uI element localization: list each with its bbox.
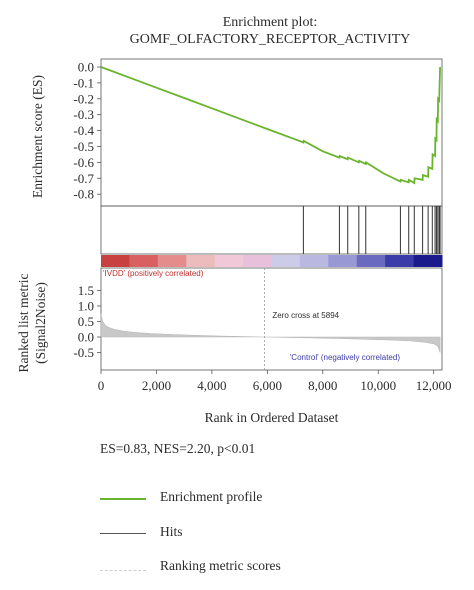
positive-correlation-label: 'IVDD' (positively correlated) bbox=[103, 269, 204, 278]
es-y-axis-label: Enrichment score (ES) bbox=[30, 75, 45, 198]
x-tick-label: 10,000 bbox=[360, 378, 396, 393]
es-panel-frame bbox=[100, 58, 443, 207]
x-tick-label: 4,000 bbox=[197, 378, 226, 393]
x-axis-label: Rank in Ordered Dataset bbox=[205, 410, 339, 425]
legend-swatch-enrichment bbox=[100, 498, 146, 500]
metric-y-tick-label: 1.0 bbox=[78, 299, 94, 314]
x-tick-label: 2,000 bbox=[142, 378, 171, 393]
es-panel: 0.0-0.1-0.2-0.3-0.4-0.5-0.6-0.7-0.8 Enric… bbox=[30, 58, 443, 207]
metric-panel: 1.51.00.50.0-0.5 Zero cross at 5894 'Contr… bbox=[16, 267, 443, 373]
metric-y-axis-label: Ranked list metric (Signal2Noise) bbox=[16, 274, 48, 373]
chart-subtitle: GOMF_OLFACTORY_RECEPTOR_ACTIVITY bbox=[129, 32, 411, 47]
metric-y-tick-label: 1.5 bbox=[78, 283, 94, 298]
legend-label-hits: Hits bbox=[160, 524, 183, 539]
ranking-bar-segment bbox=[328, 255, 358, 267]
legend-swatch-ranking bbox=[100, 570, 146, 571]
x-tick-label: 6,000 bbox=[253, 378, 282, 393]
ranking-bar-segment bbox=[299, 255, 329, 267]
hits-panel-frame bbox=[100, 205, 443, 255]
ranking-bar-segment bbox=[413, 255, 443, 267]
legend-swatch-hits bbox=[100, 533, 146, 534]
metric-y-tick-label: -0.5 bbox=[73, 345, 94, 360]
ranking-bar-segment bbox=[101, 255, 130, 267]
ranking-bar-segment bbox=[186, 255, 216, 267]
es-y-tick-label: -0.7 bbox=[73, 171, 94, 186]
negative-correlation-label: 'Control' (negatively correlated) bbox=[290, 353, 401, 362]
es-y-tick-label: -0.8 bbox=[73, 187, 94, 202]
es-enrichment-line bbox=[100, 66, 441, 185]
ranking-color-bar: 'IVDD' (positively correlated) bbox=[101, 255, 443, 278]
metric-area bbox=[100, 313, 441, 353]
chart-title: Enrichment plot: bbox=[222, 15, 318, 30]
hits-panel bbox=[100, 205, 443, 255]
es-y-tick-label: -0.5 bbox=[73, 139, 94, 154]
es-y-tick-label: 0.0 bbox=[78, 60, 94, 75]
es-y-tick-label: -0.4 bbox=[73, 123, 94, 138]
ranking-bar-segment bbox=[129, 255, 159, 267]
zero-cross-label: Zero cross at 5894 bbox=[272, 311, 339, 320]
ranking-bar-segment bbox=[271, 255, 301, 267]
es-y-tick-label: -0.2 bbox=[73, 91, 94, 106]
metric-y-tick-label: 0.5 bbox=[78, 314, 94, 329]
ranking-bar-segment bbox=[385, 255, 415, 267]
metric-y-tick-label: 0.0 bbox=[78, 330, 94, 345]
ranking-bar-segment bbox=[243, 255, 272, 267]
gsea-enrichment-plot: 0.0-0.1-0.2-0.3-0.4-0.5-0.6-0.7-0.8Enric… bbox=[16, 58, 452, 425]
x-tick-label: 0 bbox=[98, 378, 105, 393]
es-y-tick-label: -0.3 bbox=[73, 107, 94, 122]
ranking-bar-segment bbox=[157, 255, 187, 267]
ranking-bar-segment bbox=[356, 255, 386, 267]
x-tick-label: 8,000 bbox=[308, 378, 337, 393]
legend-label-enrichment: Enrichment profile bbox=[160, 489, 263, 504]
ranking-bar-segment bbox=[214, 255, 244, 267]
es-y-tick-label: -0.6 bbox=[73, 155, 94, 170]
x-tick-label: 12,000 bbox=[416, 378, 452, 393]
es-y-tick-label: -0.1 bbox=[73, 75, 94, 90]
stats-text: ES=0.83, NES=2.20, p<0.01 bbox=[100, 441, 256, 456]
legend-label-ranking: Ranking metric scores bbox=[160, 558, 281, 573]
x-axis: 0 2,000 4,000 6,000 8,000 10,000 12,000 Rank in… bbox=[98, 370, 452, 425]
